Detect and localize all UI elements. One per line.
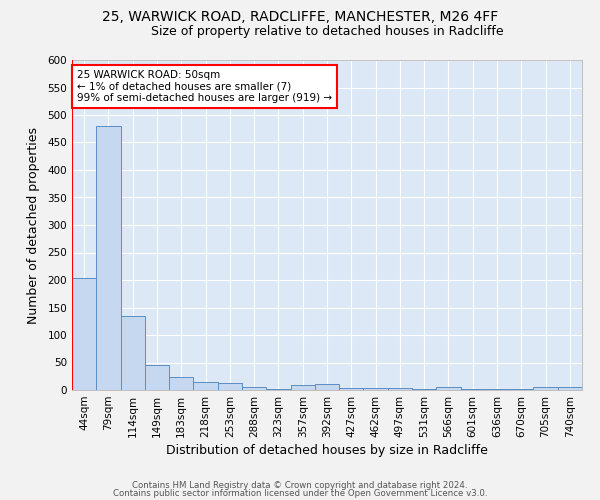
- Bar: [364, 388, 388, 390]
- Bar: [266, 389, 290, 390]
- Bar: [218, 383, 242, 390]
- Bar: [388, 388, 412, 390]
- Bar: [339, 388, 364, 390]
- Bar: [436, 386, 461, 390]
- Title: Size of property relative to detached houses in Radcliffe: Size of property relative to detached ho…: [151, 25, 503, 38]
- Text: 25 WARWICK ROAD: 50sqm
← 1% of detached houses are smaller (7)
99% of semi-detac: 25 WARWICK ROAD: 50sqm ← 1% of detached …: [77, 70, 332, 103]
- Text: 25, WARWICK ROAD, RADCLIFFE, MANCHESTER, M26 4FF: 25, WARWICK ROAD, RADCLIFFE, MANCHESTER,…: [102, 10, 498, 24]
- Bar: [533, 386, 558, 390]
- Bar: [290, 384, 315, 390]
- Y-axis label: Number of detached properties: Number of detached properties: [28, 126, 40, 324]
- Bar: [558, 387, 582, 390]
- Bar: [121, 316, 145, 390]
- X-axis label: Distribution of detached houses by size in Radcliffe: Distribution of detached houses by size …: [166, 444, 488, 457]
- Text: Contains HM Land Registry data © Crown copyright and database right 2024.: Contains HM Land Registry data © Crown c…: [132, 481, 468, 490]
- Bar: [242, 387, 266, 390]
- Bar: [96, 126, 121, 390]
- Bar: [315, 384, 339, 390]
- Bar: [169, 378, 193, 390]
- Bar: [193, 382, 218, 390]
- Bar: [145, 365, 169, 390]
- Text: Contains public sector information licensed under the Open Government Licence v3: Contains public sector information licen…: [113, 488, 487, 498]
- Bar: [72, 278, 96, 390]
